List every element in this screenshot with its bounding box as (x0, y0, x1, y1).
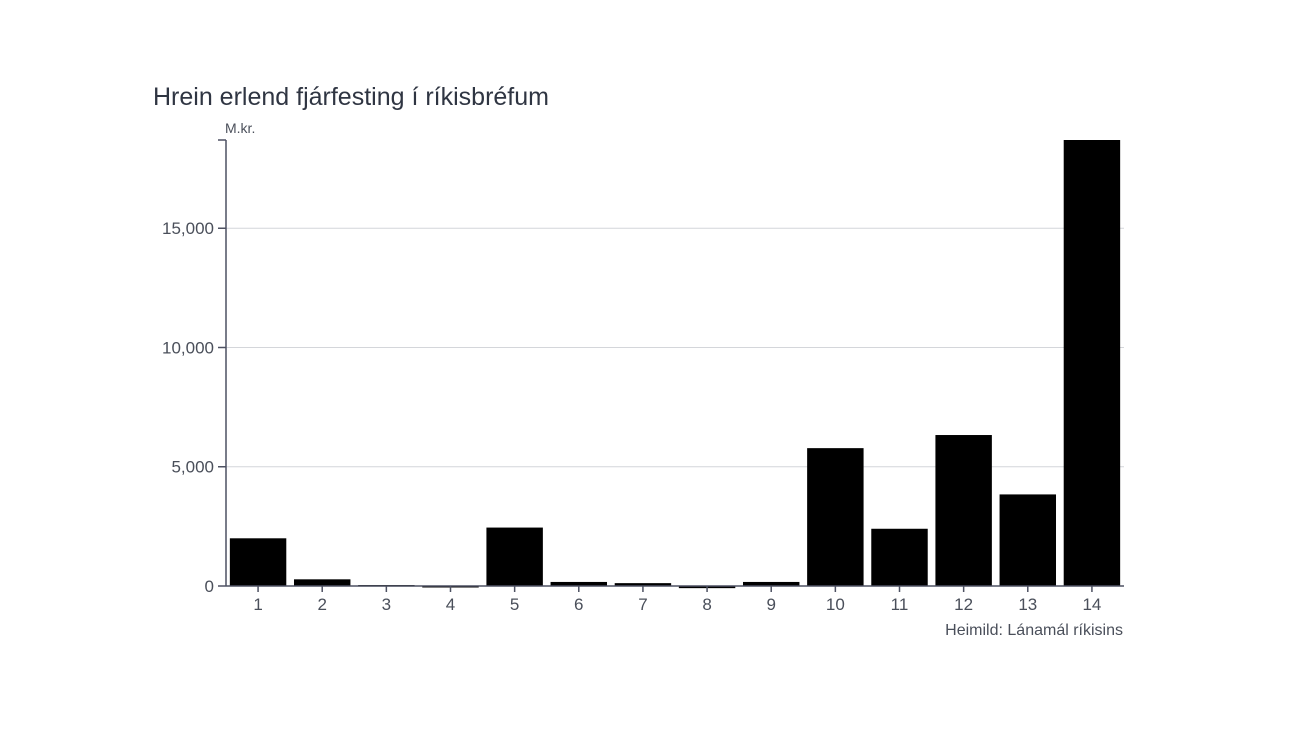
y-tick-label: 10,000 (162, 338, 214, 357)
bar (935, 435, 992, 586)
bar (999, 494, 1057, 586)
x-tick-label: 14 (1082, 595, 1101, 614)
x-tick-label: 3 (382, 595, 391, 614)
bar (614, 583, 672, 586)
x-tick-label: 8 (702, 595, 711, 614)
gridlines (226, 227, 1124, 468)
axes (225, 140, 1124, 587)
y-tick-label: 0 (205, 577, 214, 596)
x-tick-label: 11 (891, 595, 909, 614)
bar (293, 579, 351, 586)
chart-title: Hrein erlend fjárfesting í ríkisbréfum (153, 83, 549, 111)
x-tick-label: 13 (1018, 595, 1037, 614)
x-tick-label: 10 (826, 595, 845, 614)
x-tick-label: 9 (766, 595, 775, 614)
x-tick-labels: 1 2 3 4 5 6 7 8 9 10 11 12 13 14 (253, 586, 1101, 614)
y-tick-label: 15,000 (162, 219, 214, 238)
bar (742, 581, 800, 586)
bars (229, 140, 1121, 589)
bar (1063, 140, 1121, 586)
x-tick-label: 2 (317, 595, 326, 614)
y-tick-label: 5,000 (171, 458, 214, 477)
x-tick-label: 1 (253, 595, 262, 614)
y-unit-label: M.kr. (225, 120, 255, 136)
y-tick-labels: 0 5,000 10,000 15,000 (162, 139, 226, 596)
x-tick-label: 4 (446, 595, 455, 614)
x-tick-label: 6 (574, 595, 583, 614)
bar (550, 581, 608, 586)
bar (486, 527, 543, 586)
bar (807, 448, 864, 586)
bar (229, 538, 287, 586)
bar (871, 528, 928, 586)
x-tick-label: 7 (638, 595, 647, 614)
x-tick-label: 5 (510, 595, 519, 614)
source-note: Heimild: Lánamál ríkisins (945, 622, 1123, 639)
x-tick-label: 12 (954, 595, 973, 614)
